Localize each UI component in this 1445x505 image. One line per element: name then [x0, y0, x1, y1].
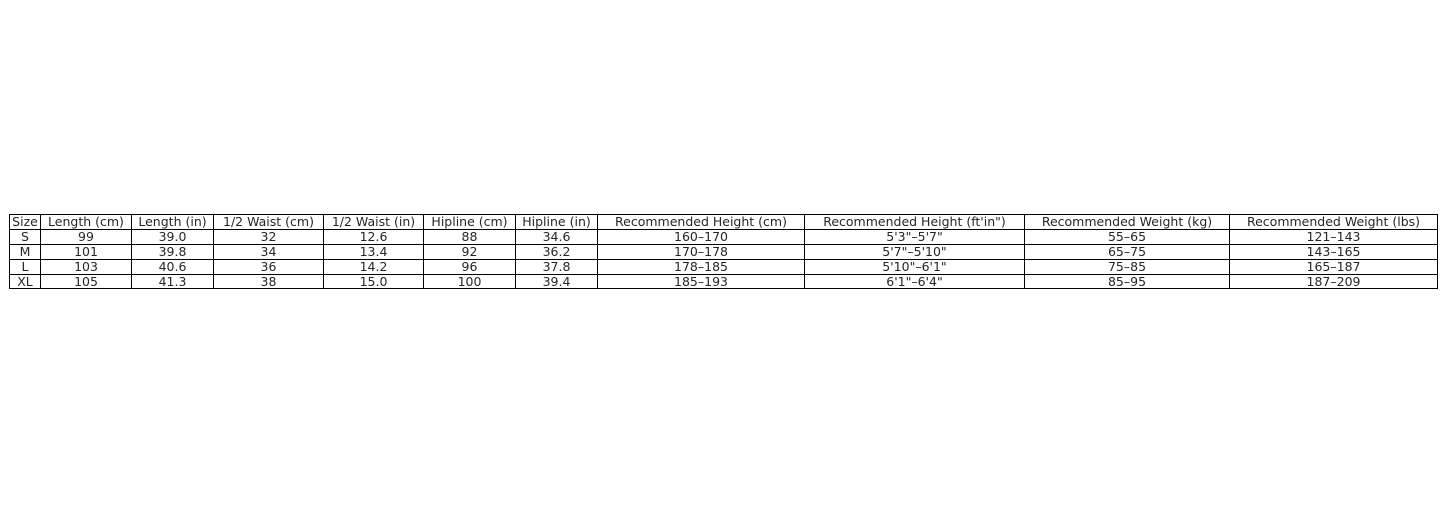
table-cell: 12.6: [323, 228, 424, 245]
table-cell: 105: [40, 273, 132, 290]
column-header: Hipline (in): [515, 214, 598, 230]
table-cell: 101: [40, 243, 132, 260]
column-header: 1/2 Waist (cm): [213, 214, 324, 230]
table-cell: 160–170: [597, 228, 805, 245]
table-cell: S: [9, 228, 41, 245]
table-row: XL 105 41.3 38 15.0 100 39.4 185–193 6'1"–6'4" 85…: [9, 273, 1438, 290]
table-cell: 85–95: [1024, 273, 1230, 290]
table-cell: 5'10"–6'1": [804, 258, 1025, 275]
table-cell: 14.2: [323, 258, 424, 275]
table-cell: XL: [9, 273, 41, 290]
table-cell: 5'7"–5'10": [804, 243, 1025, 260]
table-row: L 103 40.6 36 14.2 96 37.8 178–185 5'10"–6'1" 75–…: [9, 258, 1438, 275]
table-cell: 178–185: [597, 258, 805, 275]
column-header: Length (cm): [40, 214, 132, 230]
column-header: Size: [9, 214, 41, 230]
table-cell: 170–178: [597, 243, 805, 260]
column-header: Recommended Height (cm): [597, 214, 805, 230]
table-cell: 39.4: [515, 273, 598, 290]
table-cell: 37.8: [515, 258, 598, 275]
table-cell: 5'3"–5'7": [804, 228, 1025, 245]
table-cell: 75–85: [1024, 258, 1230, 275]
table-cell: 99: [40, 228, 132, 245]
table-cell: L: [9, 258, 41, 275]
column-header: 1/2 Waist (in): [323, 214, 424, 230]
table-cell: 13.4: [323, 243, 424, 260]
table-cell: 38: [213, 273, 324, 290]
table-cell: 32: [213, 228, 324, 245]
table-cell: 34: [213, 243, 324, 260]
table-cell: 187–209: [1229, 273, 1438, 290]
table-cell: 143–165: [1229, 243, 1438, 260]
table-cell: 34.6: [515, 228, 598, 245]
table-cell: 121–143: [1229, 228, 1438, 245]
table-cell: 185–193: [597, 273, 805, 290]
table-cell: M: [9, 243, 41, 260]
table-cell: 6'1"–6'4": [804, 273, 1025, 290]
table-cell: 15.0: [323, 273, 424, 290]
column-header: Recommended Weight (kg): [1024, 214, 1230, 230]
table-cell: 36: [213, 258, 324, 275]
table-cell: 55–65: [1024, 228, 1230, 245]
table-cell: 103: [40, 258, 132, 275]
table-cell: 165–187: [1229, 258, 1438, 275]
header-row: Size Length (cm) Length (in) 1/2 Waist (cm)…: [9, 214, 1438, 230]
table-row: M 101 39.8 34 13.4 92 36.2 170–178 5'7"–5'10" 65–…: [9, 243, 1438, 260]
table-cell: 88: [423, 228, 516, 245]
table-cell: 40.6: [131, 258, 214, 275]
table-cell: 39.8: [131, 243, 214, 260]
column-header: Recommended Height (ft'in"): [804, 214, 1025, 230]
table-cell: 65–75: [1024, 243, 1230, 260]
table-cell: 92: [423, 243, 516, 260]
column-header: Recommended Weight (lbs): [1229, 214, 1438, 230]
table-cell: 41.3: [131, 273, 214, 290]
column-header: Hipline (cm): [423, 214, 516, 230]
table-cell: 36.2: [515, 243, 598, 260]
table-row: S 99 39.0 32 12.6 88 34.6 160–170 5'3"–5'7" 55–65…: [9, 228, 1438, 245]
column-header: Length (in): [131, 214, 214, 230]
size-chart-table: Size Length (cm) Length (in) 1/2 Waist (cm)…: [9, 214, 1438, 290]
table-cell: 39.0: [131, 228, 214, 245]
table-cell: 100: [423, 273, 516, 290]
table-cell: 96: [423, 258, 516, 275]
